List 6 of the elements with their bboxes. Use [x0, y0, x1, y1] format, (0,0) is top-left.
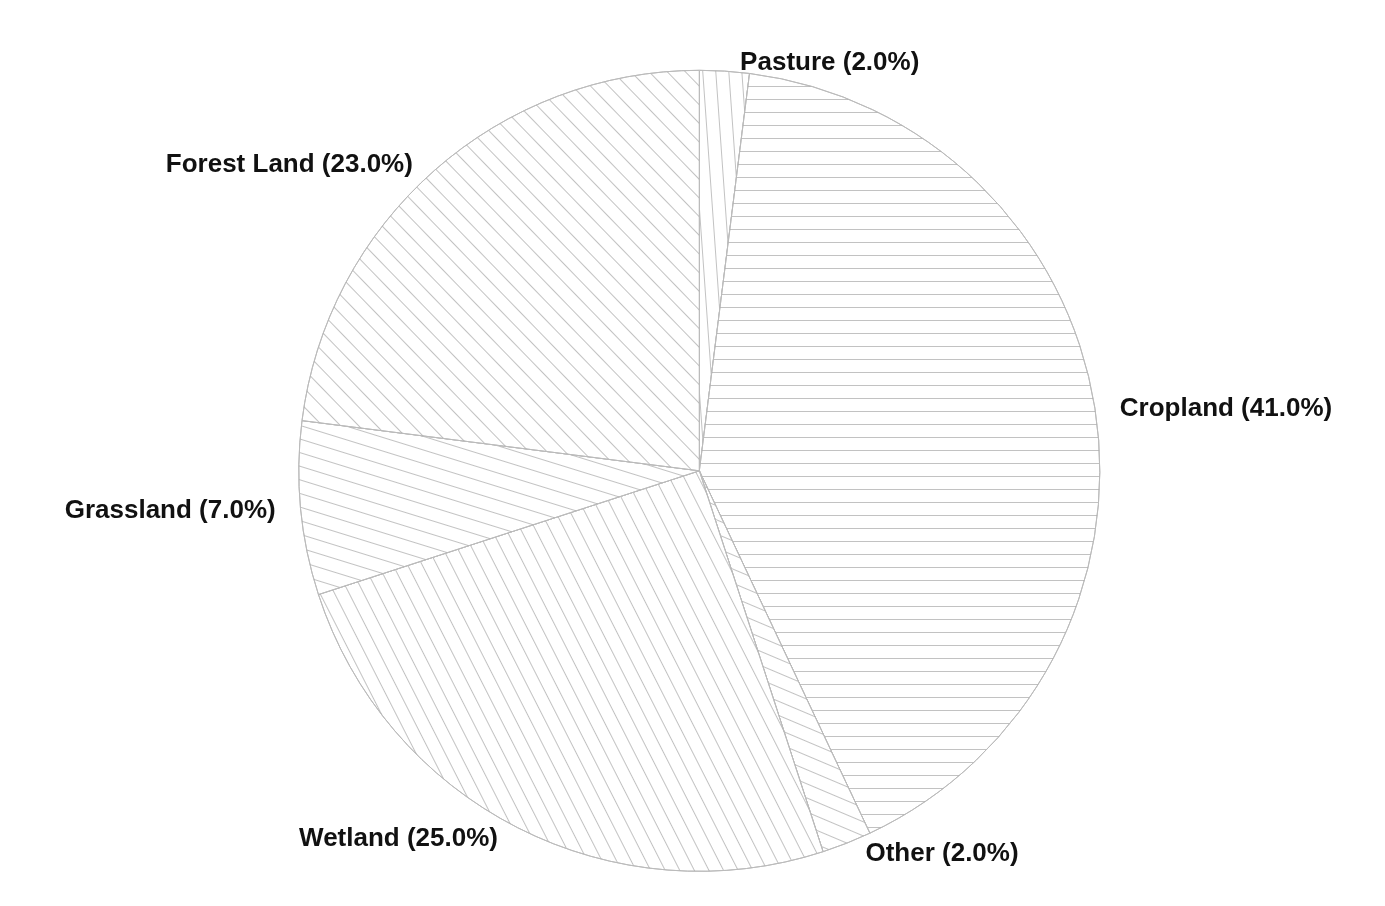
- slice-label: Other (2.0%): [865, 837, 1019, 868]
- slice-label: Grassland (7.0%): [64, 494, 276, 525]
- slice-label: Pasture (2.0%): [740, 46, 920, 77]
- slice-label: Cropland (41.0%): [1119, 391, 1333, 422]
- slice-label: Forest Land (23.0%): [165, 147, 413, 178]
- slice-label: Wetland (25.0%): [299, 821, 498, 852]
